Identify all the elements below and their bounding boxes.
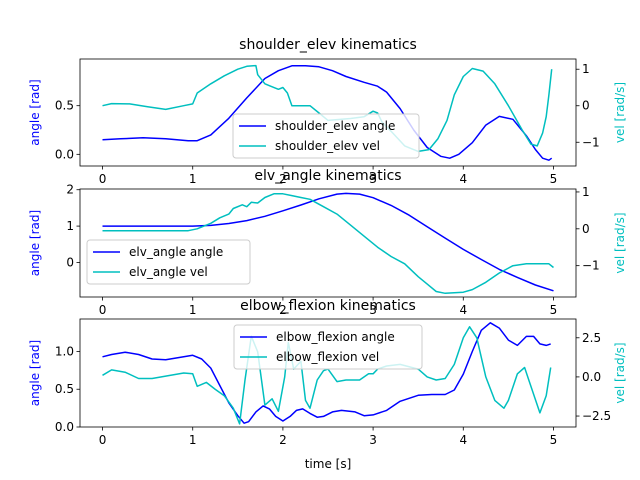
y-left-axis-label: angle [rad] bbox=[28, 210, 42, 276]
y-left-tick-label: 0 bbox=[66, 255, 74, 269]
legend-label: shoulder_elev vel bbox=[275, 139, 380, 153]
x-tick-label: 3 bbox=[369, 172, 377, 186]
panel-elbow-flexion: elbow_flexion kinematics time [s] 0 1 2 3 4 5… bbox=[28, 298, 627, 471]
x-tick-label: 1 bbox=[189, 433, 197, 447]
chart-title: elbow_flexion kinematics bbox=[240, 298, 416, 314]
x-tick-label: 2 bbox=[279, 303, 287, 317]
x-tick-label: 5 bbox=[550, 172, 558, 186]
x-tick-label: 2 bbox=[279, 433, 287, 447]
x-tick-label: 4 bbox=[459, 303, 467, 317]
y-right-tick-label: 1 bbox=[582, 185, 590, 199]
plot-frame bbox=[79, 318, 577, 428]
y-right-tick-label: 0 bbox=[582, 222, 590, 236]
x-tick-label: 0 bbox=[99, 433, 107, 447]
y-left-axis-label: angle [rad] bbox=[28, 340, 42, 406]
series-line bbox=[102, 192, 554, 292]
x-tick-label: 3 bbox=[369, 433, 377, 447]
legend: shoulder_elev angle shoulder_elev vel bbox=[232, 113, 420, 159]
series-group bbox=[102, 322, 552, 425]
legend-box bbox=[233, 324, 423, 370]
y-right-tick-label: 2.5 bbox=[582, 331, 601, 345]
x-tick-label: 1 bbox=[189, 303, 197, 317]
x-tick-label: 0 bbox=[99, 172, 107, 186]
y-left-tick-label: 0.0 bbox=[55, 420, 74, 434]
y-right-axis-label: vel [rad/s] bbox=[613, 342, 627, 403]
x-tick-label: 5 bbox=[550, 303, 558, 317]
series-group bbox=[102, 192, 554, 295]
y-right-axis-label: vel [rad/s] bbox=[613, 212, 627, 273]
panel-shoulder-elev: shoulder_elev kinematics 0 1 2 3 4 5 0.0 0.5 −1 0… bbox=[28, 37, 627, 186]
plot-frame bbox=[79, 188, 577, 298]
y-left-tick-label: 1.0 bbox=[55, 344, 74, 358]
legend: elv_angle angle elv_angle vel bbox=[86, 239, 251, 285]
legend-label: shoulder_elev angle bbox=[275, 119, 395, 133]
y-right-tick-label: 0 bbox=[582, 99, 590, 113]
y-right-tick-label: 0.0 bbox=[582, 370, 601, 384]
series-line bbox=[102, 65, 553, 161]
y-left-tick-label: 0.5 bbox=[55, 99, 74, 113]
panel-elv-angle: elv_angle kinematics 0 1 2 3 4 5 0 1 2 −1 0 1 angle … bbox=[28, 168, 627, 317]
y-left-tick-label: 0.5 bbox=[55, 382, 74, 396]
legend: elbow_flexion angle elbow_flexion vel bbox=[233, 324, 423, 370]
plot-frame bbox=[79, 58, 577, 167]
y-right-tick-label: 1 bbox=[582, 62, 590, 76]
x-tick-label: 5 bbox=[550, 433, 558, 447]
y-right-tick-label: −2.5 bbox=[582, 409, 611, 423]
y-right-axis-label: vel [rad/s] bbox=[613, 82, 627, 143]
x-tick-label: 4 bbox=[459, 433, 467, 447]
legend-label: elv_angle vel bbox=[129, 265, 208, 279]
legend-box bbox=[86, 239, 251, 285]
y-right-tick-label: −1 bbox=[582, 259, 600, 273]
x-tick-label: 4 bbox=[459, 172, 467, 186]
y-right-tick-label: −1 bbox=[582, 135, 600, 149]
x-tick-label: 3 bbox=[369, 303, 377, 317]
x-tick-label: 0 bbox=[99, 303, 107, 317]
chart-title: shoulder_elev kinematics bbox=[239, 37, 417, 53]
series-line bbox=[102, 193, 554, 295]
y-left-tick-label: 2 bbox=[66, 183, 74, 197]
x-tick-label: 2 bbox=[279, 172, 287, 186]
series-line bbox=[102, 322, 551, 424]
legend-box bbox=[232, 113, 420, 159]
legend-label: elbow_flexion angle bbox=[276, 330, 395, 344]
y-left-tick-label: 0.0 bbox=[55, 147, 74, 161]
chart-title: elv_angle kinematics bbox=[254, 168, 401, 184]
legend-label: elbow_flexion vel bbox=[276, 350, 379, 364]
y-left-tick-label: 1 bbox=[66, 219, 74, 233]
x-axis-label: time [s] bbox=[305, 457, 352, 471]
legend-label: elv_angle angle bbox=[129, 245, 223, 259]
x-tick-label: 1 bbox=[189, 172, 197, 186]
series-line bbox=[102, 326, 552, 425]
y-left-axis-label: angle [rad] bbox=[28, 79, 42, 145]
